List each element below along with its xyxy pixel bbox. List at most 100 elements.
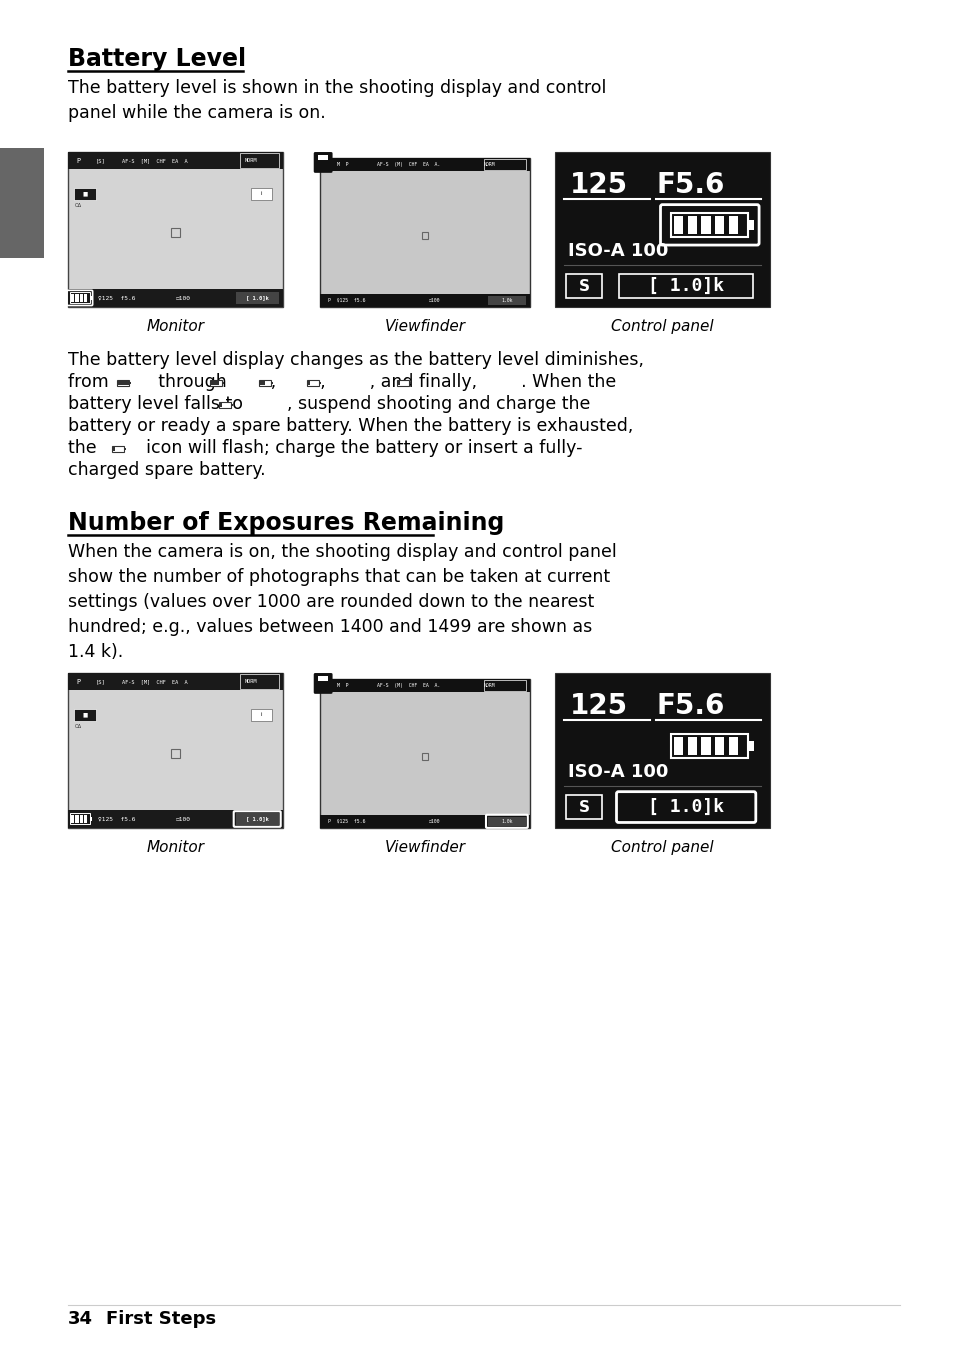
Bar: [409, 382, 411, 385]
Bar: [251, 188, 272, 200]
Bar: [700, 737, 710, 755]
Text: 34: 34: [68, 1310, 92, 1328]
Bar: [112, 447, 115, 451]
Bar: [728, 215, 738, 234]
Text: When the camera is on, the shooting display and control panel
show the number of: When the camera is on, the shooting disp…: [68, 543, 616, 660]
Bar: [319, 293, 530, 307]
Bar: [488, 816, 525, 826]
Text: i: i: [260, 191, 262, 196]
Text: 1.0k: 1.0k: [500, 819, 512, 823]
Bar: [421, 233, 428, 239]
Text: Number of Exposures Remaining: Number of Exposures Remaining: [68, 511, 504, 535]
Bar: [397, 381, 399, 385]
Bar: [117, 381, 120, 385]
Bar: [71, 292, 90, 304]
Bar: [130, 382, 131, 385]
Bar: [232, 404, 233, 406]
Bar: [68, 289, 283, 307]
Bar: [90, 296, 92, 300]
Bar: [84, 295, 87, 301]
Text: ♀125  f5.6: ♀125 f5.6: [98, 296, 135, 300]
Bar: [555, 672, 769, 829]
Bar: [84, 815, 87, 823]
Bar: [74, 188, 96, 200]
Text: F5.6: F5.6: [656, 171, 723, 199]
Bar: [71, 815, 74, 823]
Bar: [71, 814, 90, 824]
Bar: [319, 679, 530, 829]
Bar: [216, 381, 219, 385]
Text: P  ♀125  f5.6: P ♀125 f5.6: [328, 297, 365, 303]
Text: the         icon will flash; charge the battery or insert a fully-: the icon will flash; charge the battery …: [68, 438, 582, 457]
Bar: [126, 381, 129, 385]
Bar: [211, 381, 213, 385]
Text: NORM: NORM: [244, 679, 256, 685]
Text: P  ♀125  f5.6: P ♀125 f5.6: [328, 819, 365, 823]
Bar: [68, 152, 283, 307]
Text: ☐100: ☐100: [429, 297, 440, 303]
Bar: [235, 292, 278, 304]
Bar: [674, 737, 682, 755]
Text: F5.6: F5.6: [656, 691, 723, 720]
Bar: [670, 213, 748, 237]
Text: P: P: [76, 678, 81, 685]
Bar: [218, 402, 232, 408]
Text: S: S: [578, 278, 589, 293]
Text: P: P: [76, 157, 81, 164]
Bar: [319, 157, 530, 171]
Bar: [219, 402, 222, 408]
Text: i: i: [260, 713, 262, 717]
Text: [ 1.0]k: [ 1.0]k: [647, 798, 723, 816]
Text: Control panel: Control panel: [611, 841, 713, 855]
Text: AF-S  [M]  CHF  EA  A: AF-S [M] CHF EA A: [122, 679, 187, 685]
Bar: [210, 379, 222, 386]
Text: ■: ■: [83, 713, 88, 717]
Bar: [687, 737, 697, 755]
Bar: [262, 381, 265, 385]
Bar: [222, 382, 224, 385]
Bar: [674, 215, 682, 234]
Text: The battery level display changes as the battery level diminishes,: The battery level display changes as the…: [68, 351, 643, 369]
Bar: [700, 215, 710, 234]
Text: ISO-A 100: ISO-A 100: [567, 763, 667, 781]
Bar: [715, 215, 723, 234]
Text: [S]: [S]: [96, 157, 106, 163]
Text: [S]: [S]: [96, 679, 106, 685]
Bar: [80, 815, 83, 823]
Text: [ 1.0]k: [ 1.0]k: [246, 296, 269, 300]
Bar: [319, 382, 320, 385]
Bar: [748, 221, 753, 230]
Text: ΟΔ: ΟΔ: [74, 724, 82, 729]
Bar: [565, 795, 601, 819]
Text: from         through        ,        ,        , and finally,        . When the: from through , , , and finally, . When t…: [68, 373, 616, 391]
Text: M  P: M P: [336, 161, 348, 167]
Text: battery or ready a spare battery. When the battery is exhausted,: battery or ready a spare battery. When t…: [68, 417, 633, 434]
Text: ☐100: ☐100: [429, 819, 440, 823]
Text: Monitor: Monitor: [147, 841, 204, 855]
Text: 1.0k: 1.0k: [500, 297, 512, 303]
Bar: [71, 295, 74, 301]
Bar: [75, 815, 78, 823]
Bar: [171, 229, 179, 237]
Text: AF-S  [M]  CHF  EA  A: AF-S [M] CHF EA A: [122, 157, 187, 163]
Bar: [565, 273, 601, 299]
Bar: [68, 152, 283, 169]
Bar: [306, 379, 319, 386]
Bar: [483, 159, 525, 169]
Bar: [80, 295, 83, 301]
Bar: [555, 152, 769, 307]
Text: S: S: [578, 799, 589, 815]
Text: ■: ■: [83, 191, 88, 196]
Text: Monitor: Monitor: [147, 319, 204, 334]
Bar: [483, 681, 525, 691]
Bar: [74, 709, 96, 721]
Bar: [748, 741, 753, 751]
Bar: [68, 810, 283, 829]
Bar: [271, 382, 273, 385]
Text: 125: 125: [570, 171, 627, 199]
Bar: [318, 155, 328, 160]
Bar: [235, 814, 278, 824]
Bar: [258, 379, 271, 386]
Bar: [687, 215, 697, 234]
Bar: [112, 445, 124, 452]
